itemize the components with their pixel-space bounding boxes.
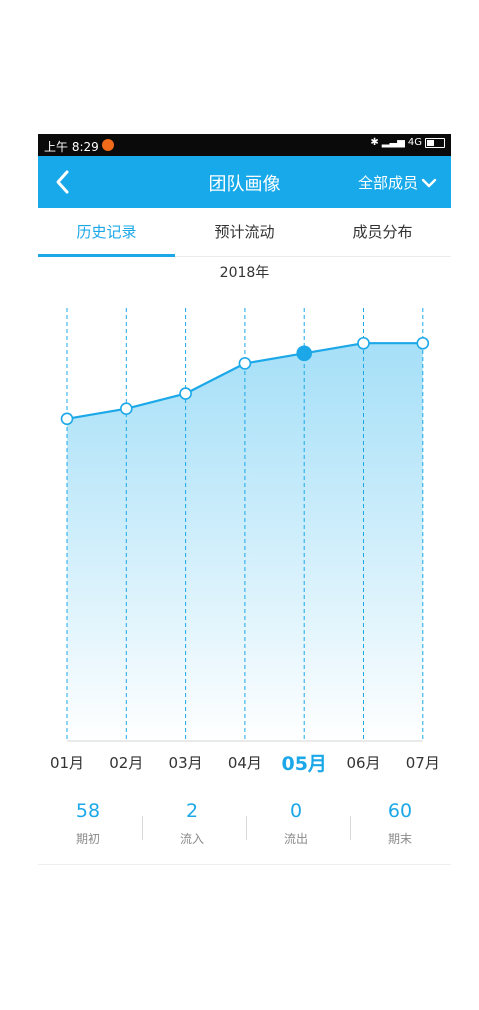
app-header: 团队画像 全部成员 — [38, 156, 451, 208]
stat-inflow-value: 2 — [185, 800, 199, 822]
x-tick-label: 02月 — [109, 754, 143, 772]
stat-outflow: 0 流出 — [246, 800, 346, 847]
x-tick-label: 04月 — [228, 754, 262, 772]
status-bar: 上午 8:29 ✱ ▂▃▅ 4G — [38, 134, 451, 156]
x-tick-label: 05月 — [281, 753, 326, 775]
app-screen: 上午 8:29 ✱ ▂▃▅ 4G 团队画像 全部成员 历史记录 预计流动 成员分… — [38, 134, 451, 874]
x-tick-label: 03月 — [169, 754, 203, 772]
divider — [246, 816, 247, 840]
stat-outflow-label: 流出 — [283, 832, 308, 846]
data-point — [416, 336, 430, 350]
tab-history[interactable]: 历史记录 — [76, 223, 137, 241]
stat-inflow: 2 流入 — [142, 800, 242, 847]
active-tab-indicator — [38, 254, 175, 257]
signal-icon: ▂▃▅ — [381, 137, 405, 148]
back-arrow-icon — [56, 170, 69, 194]
data-point — [357, 336, 370, 350]
tab-member-distribution[interactable]: 成员分布 — [352, 223, 413, 241]
data-point — [120, 402, 133, 415]
data-point — [179, 387, 192, 400]
x-tick-label: 06月 — [346, 754, 380, 772]
battery-icon — [425, 137, 445, 148]
bluetooth-icon: ✱ — [370, 137, 379, 148]
divider — [350, 816, 351, 840]
stat-closing-label: 期末 — [387, 832, 412, 846]
tab-forecast-flow[interactable]: 预计流动 — [214, 223, 275, 241]
stat-closing-value: 60 — [387, 800, 413, 822]
stat-opening-value: 58 — [75, 800, 101, 822]
data-point-selected — [296, 345, 313, 362]
data-point — [238, 357, 252, 370]
member-filter-label: 全部成员 — [357, 174, 418, 192]
member-filter-dropdown[interactable]: 全部成员 — [358, 172, 437, 193]
status-time: 上午 8:29 — [44, 140, 99, 154]
data-point — [60, 412, 74, 426]
page-title: 团队画像 — [208, 174, 281, 195]
x-tick-label: 01月 — [50, 754, 84, 772]
stat-opening: 58 期初 — [38, 800, 138, 847]
divider — [142, 816, 143, 840]
back-button[interactable] — [50, 168, 76, 196]
stat-opening-label: 期初 — [75, 832, 100, 846]
notification-icon — [102, 139, 114, 151]
area-chart: 01月 02月 03月 04月 05月 06月 07月 — [50, 308, 440, 775]
x-tick-label: 07月 — [406, 754, 440, 772]
chevron-down-icon — [421, 178, 437, 187]
tab-bar: 历史记录 预计流动 成员分布 — [38, 208, 451, 257]
status-icons: ✱ ▂▃▅ 4G — [370, 137, 445, 148]
stat-closing: 60 期末 — [350, 800, 450, 847]
year-label: 2018年 — [219, 265, 270, 281]
network-label: 4G — [407, 137, 422, 148]
summary-panel: 58 期初 2 流入 0 流出 60 期末 — [38, 794, 451, 865]
stat-outflow-value: 0 — [289, 800, 303, 822]
stat-inflow-label: 流入 — [179, 832, 204, 846]
